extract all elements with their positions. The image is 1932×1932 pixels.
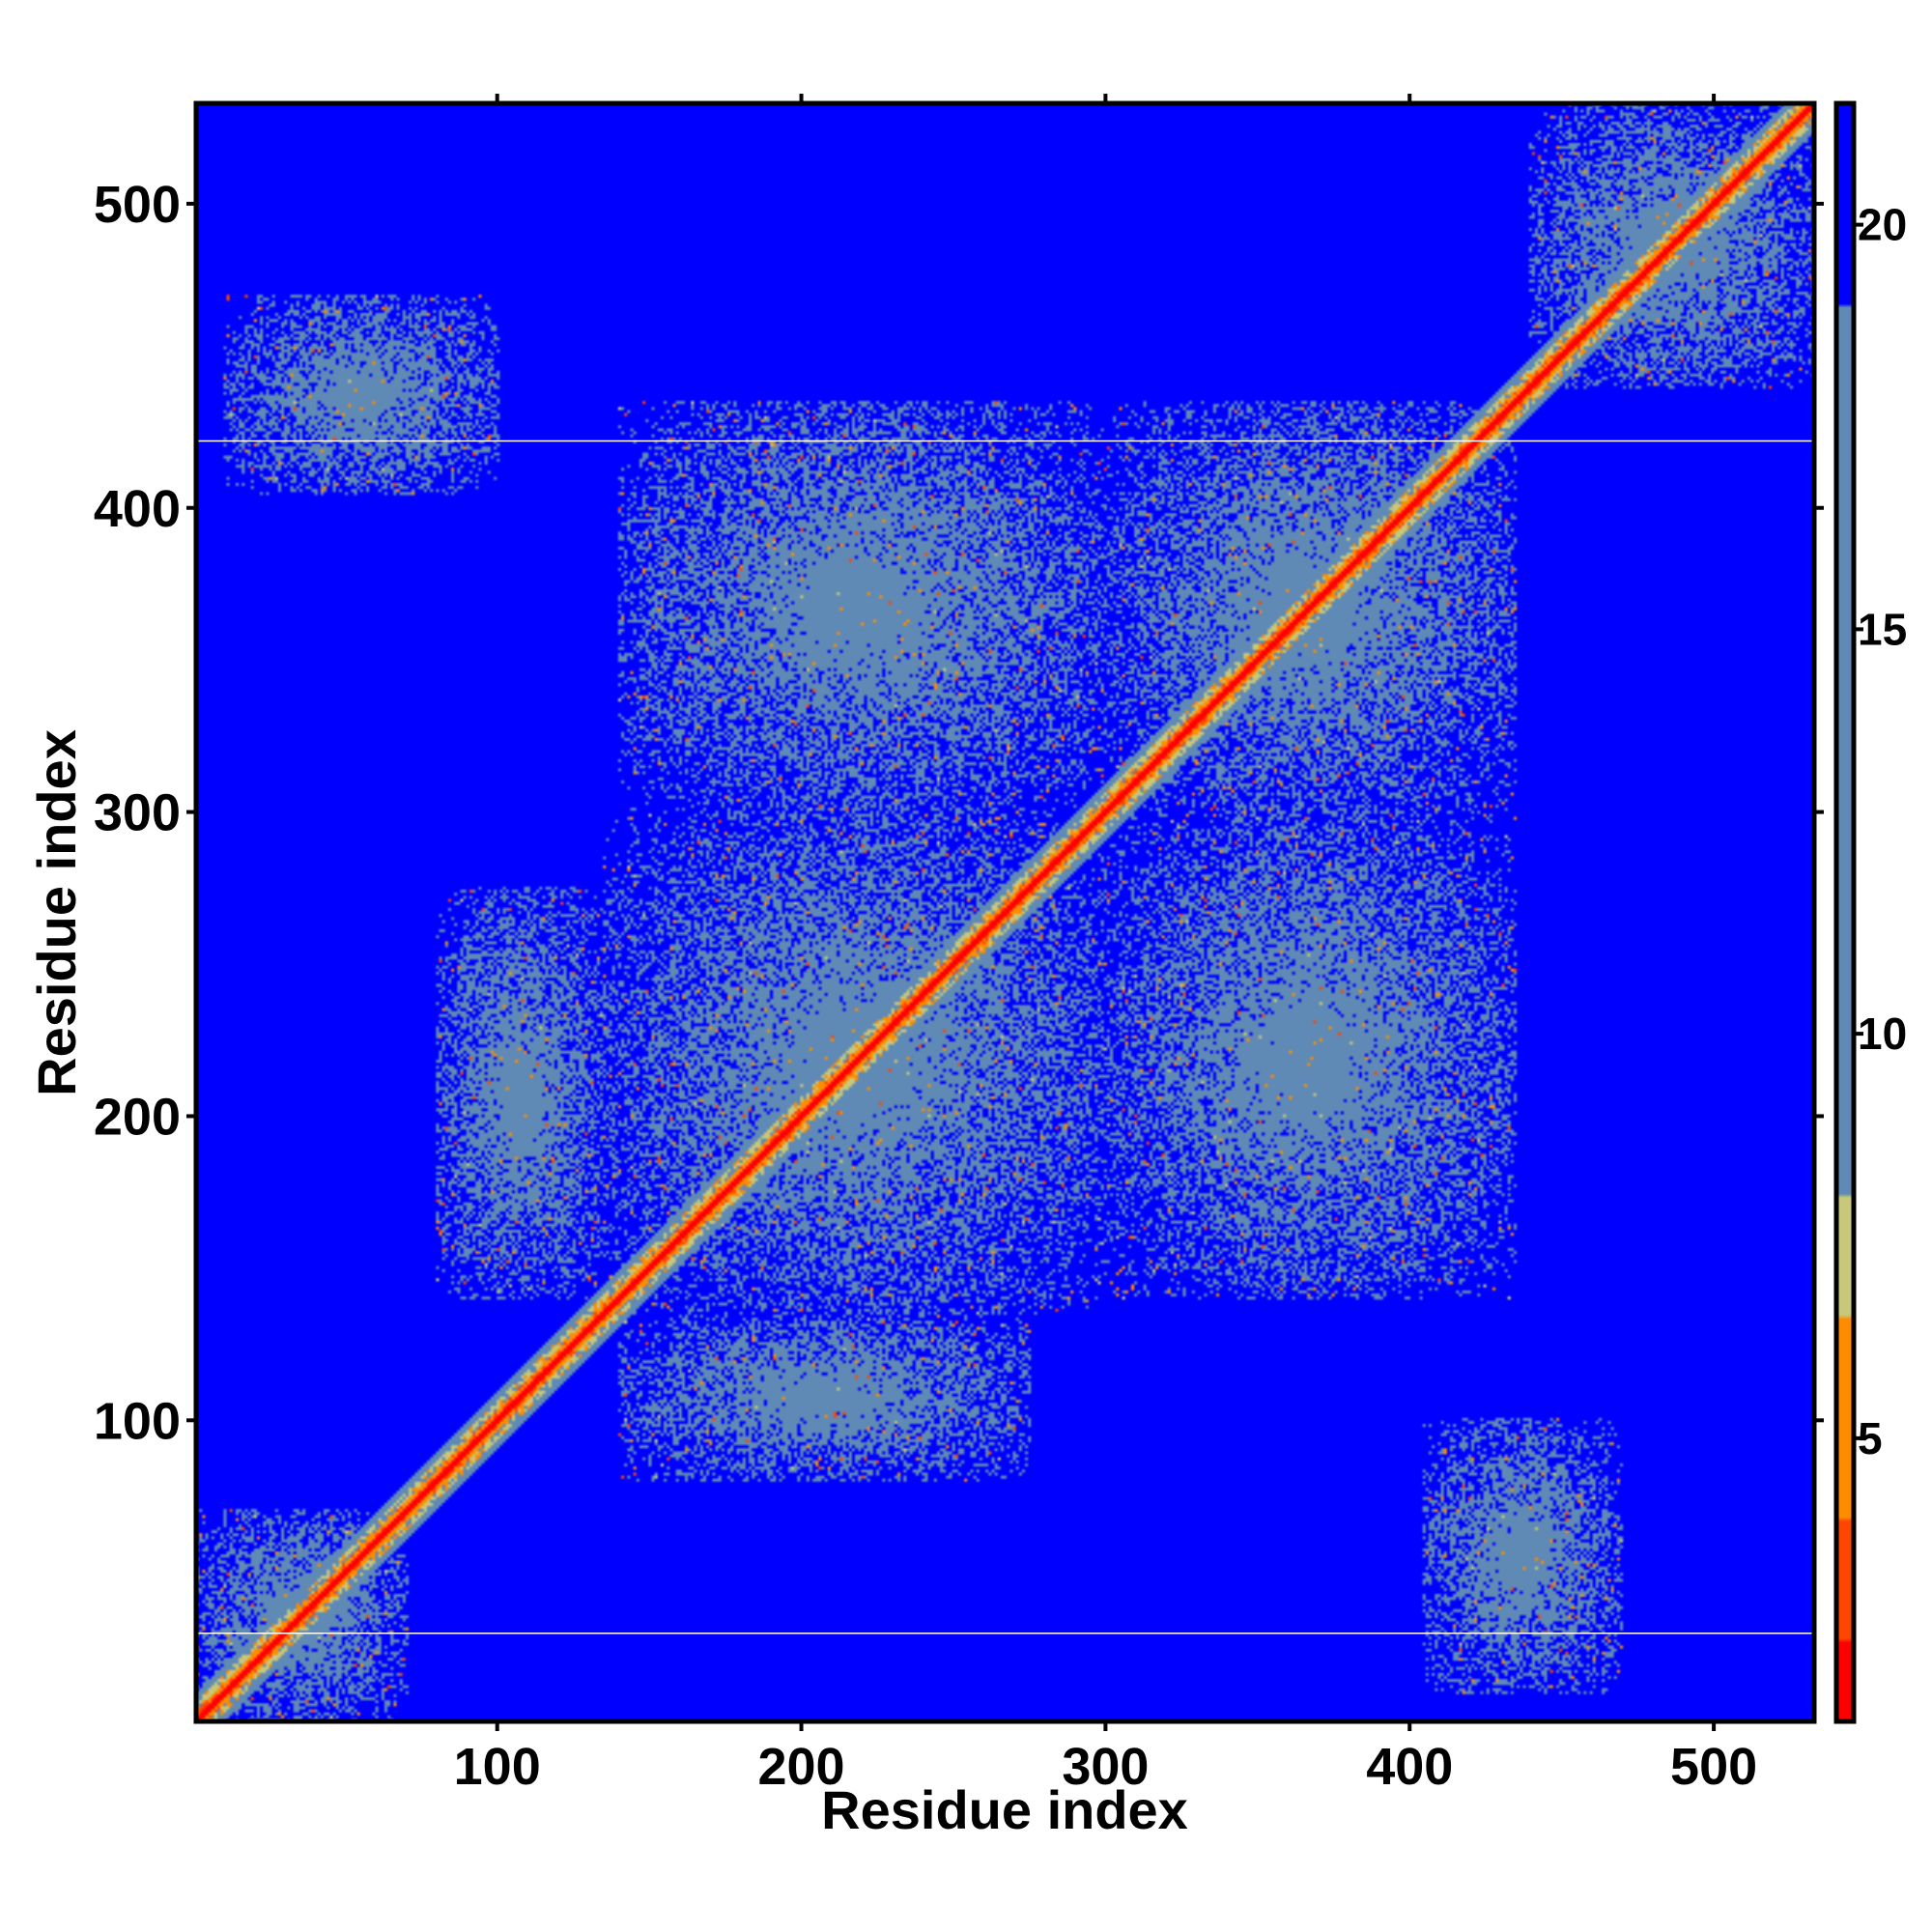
plot-frame (193, 100, 1817, 1724)
x-axis-label: Residue index (821, 1779, 1188, 1840)
x-tick-label: 200 (757, 1738, 844, 1796)
y-axis-label: Residue index (26, 729, 87, 1096)
y-tick-label: 200 (94, 1088, 181, 1146)
colorbar-tick-label: 15 (1858, 604, 1907, 654)
colorbar-tick-label: 20 (1858, 200, 1907, 250)
y-axis-ticks: 100 200 300 400 500 (94, 176, 1824, 1450)
y-tick-label: 400 (94, 480, 181, 538)
x-tick-label: 500 (1670, 1738, 1757, 1796)
x-tick-label: 400 (1366, 1738, 1453, 1796)
y-tick-label: 100 (94, 1392, 181, 1450)
colorbar-ticks: 5 10 15 20 (1854, 200, 1907, 1463)
colorbar-tick-label: 10 (1858, 1009, 1907, 1059)
y-tick-label: 300 (94, 784, 181, 842)
colorbar: 5 10 15 20 (1833, 100, 1907, 1724)
y-tick-label: 500 (94, 176, 181, 234)
colorbar-gradient (1836, 103, 1854, 1721)
heatmap-image (196, 103, 1814, 1721)
colorbar-tick-label: 5 (1858, 1413, 1883, 1463)
colorbar-frame (1833, 100, 1857, 1724)
horizontal-reference-lines (196, 440, 1814, 1634)
x-axis-ticks: 100 200 300 400 500 (454, 94, 1757, 1796)
x-tick-label: 300 (1062, 1738, 1149, 1796)
heatmap-area (196, 103, 1814, 1721)
x-tick-label: 100 (454, 1738, 541, 1796)
